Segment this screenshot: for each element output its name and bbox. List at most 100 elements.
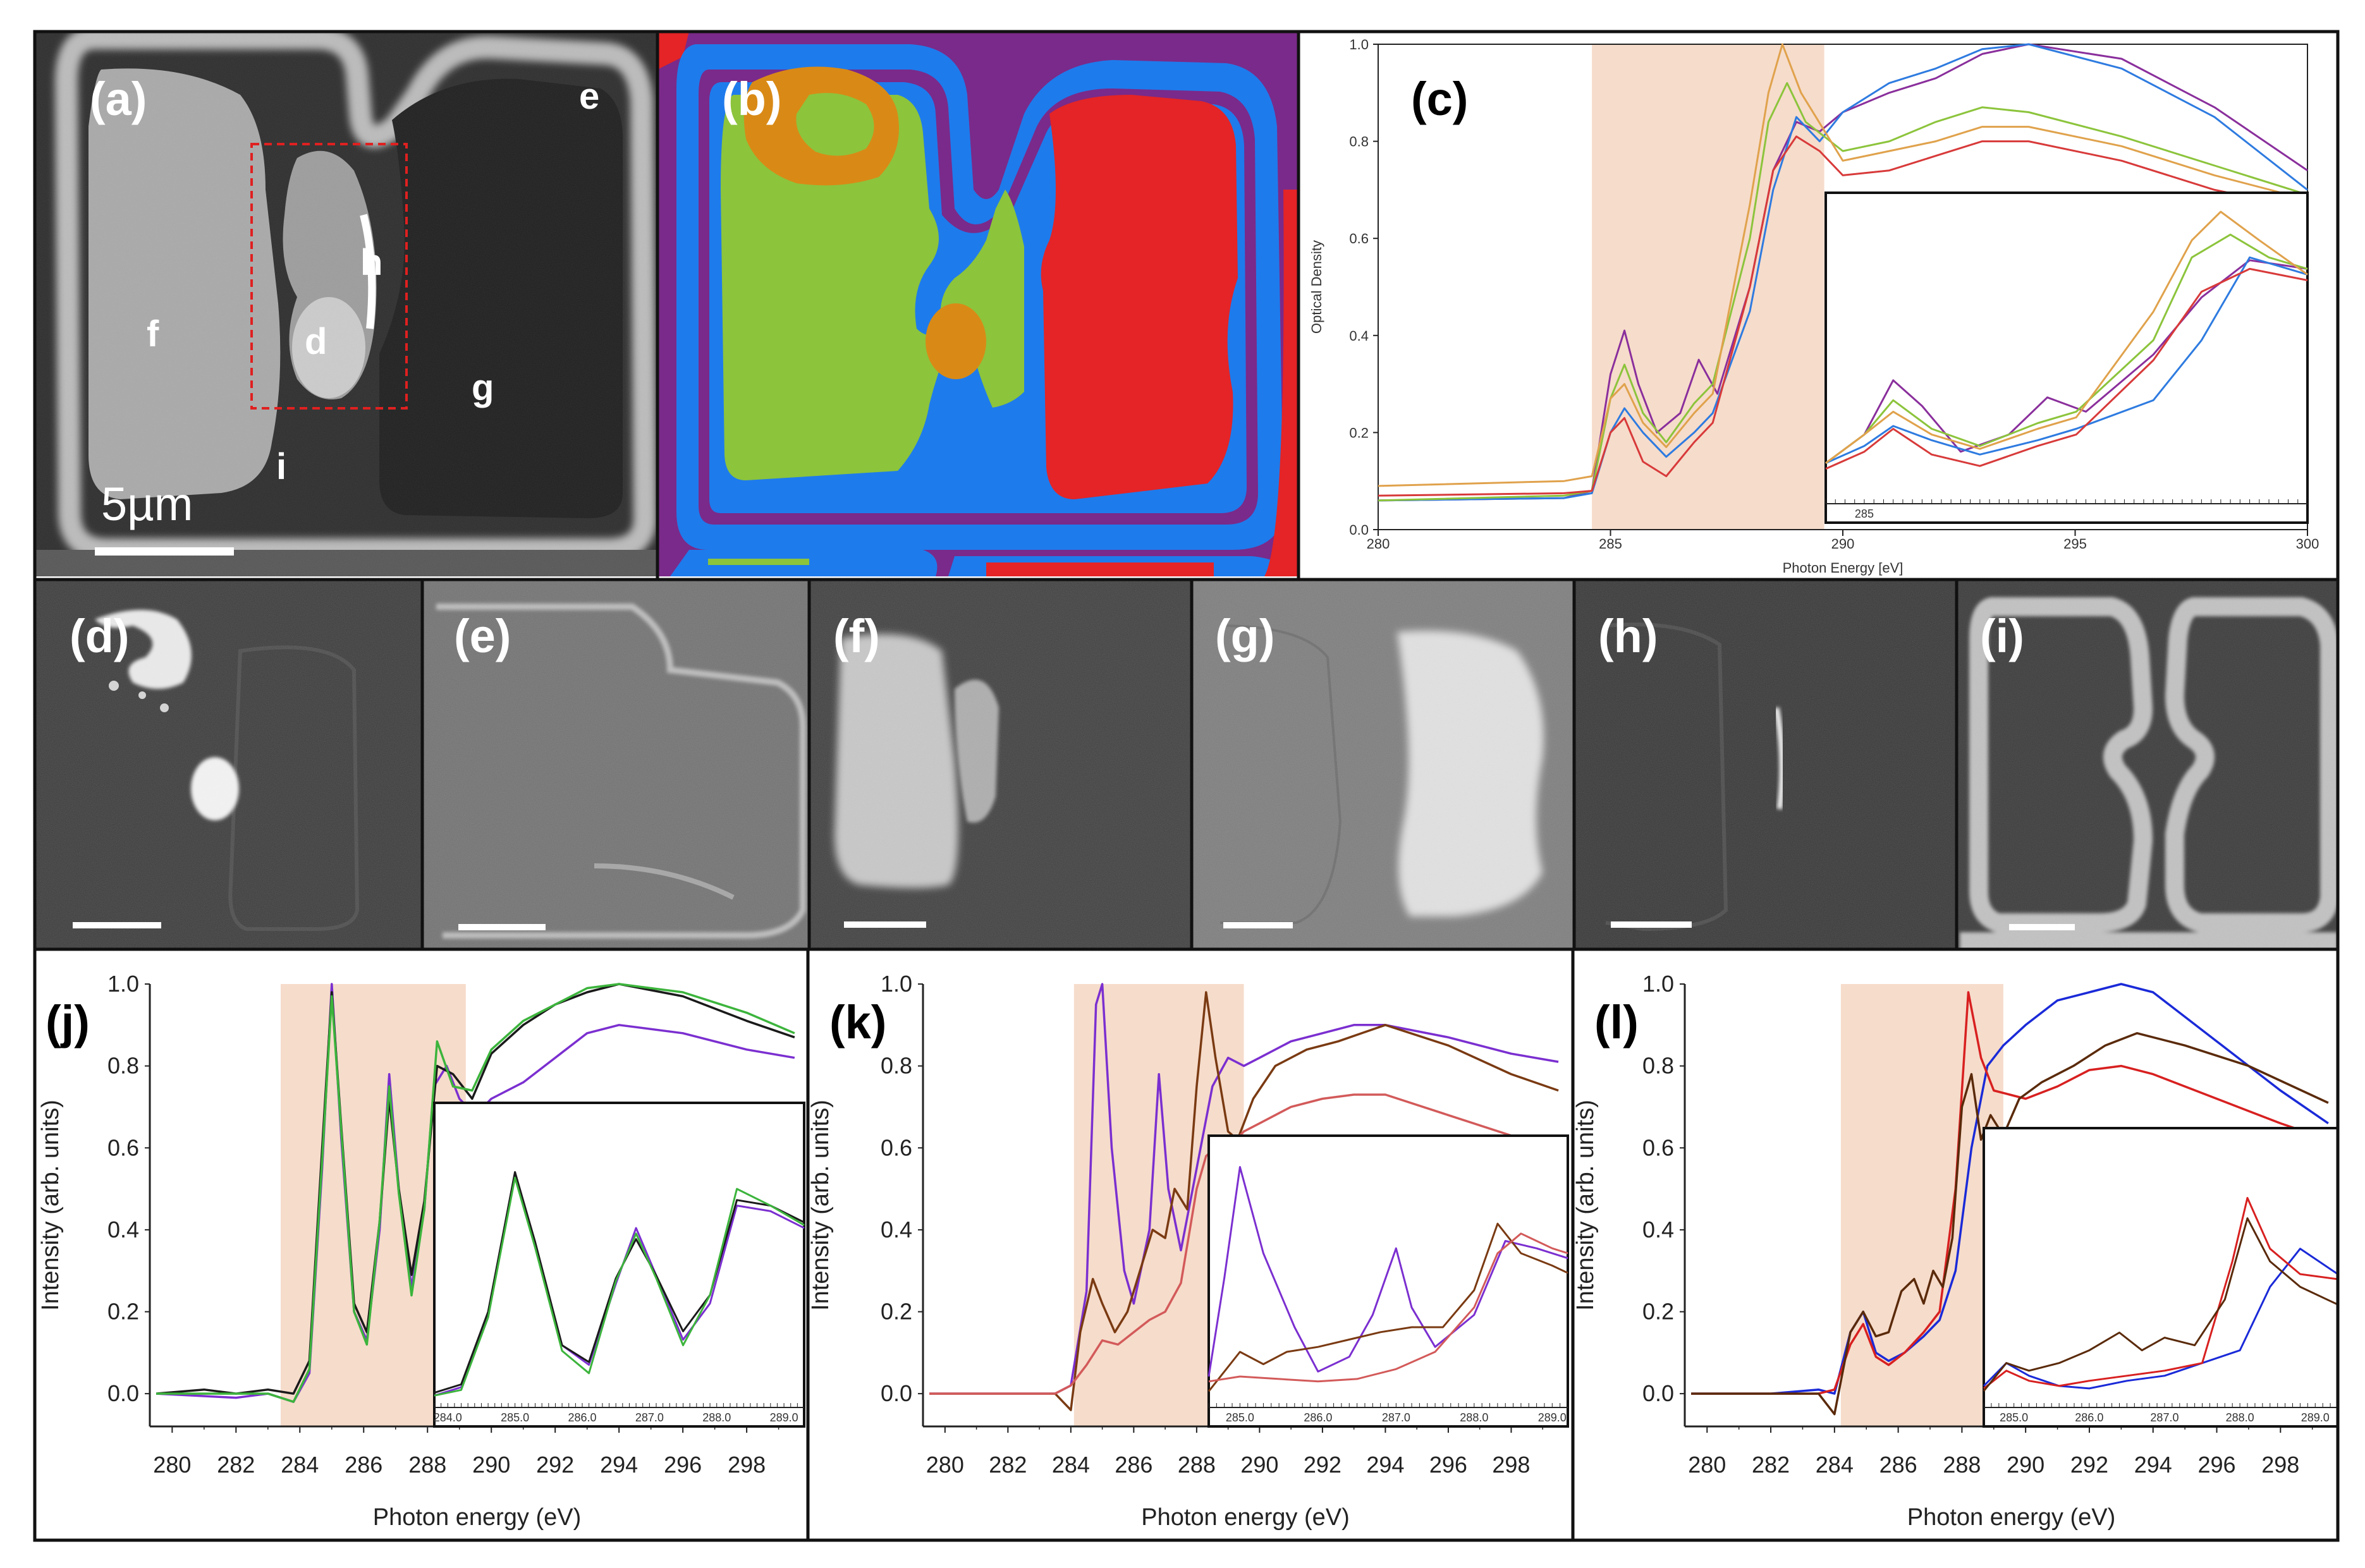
region-label-e: e (579, 76, 599, 117)
inset-series-line-orange (1825, 210, 2308, 465)
panel-label-l: (l) (1594, 996, 1639, 1048)
inset-frame (433, 1102, 805, 1428)
series-line-red (1691, 991, 2329, 1395)
inset-x-tick-label: 286.0 (1304, 1411, 1332, 1424)
y-tick-label: 0.0 (1642, 1380, 1674, 1406)
x-tick-label: 296 (2197, 1452, 2235, 1478)
inset-x-tick-label: 288.0 (702, 1411, 731, 1424)
inset-x-tick-label: 289.0 (770, 1411, 798, 1424)
x-tick-label: 288 (408, 1452, 446, 1478)
inset-series-line-black (434, 1171, 805, 1394)
inset-series-line-red (1208, 1232, 1568, 1383)
panel-h-image (1574, 580, 1957, 949)
x-tick-label: 280 (1367, 536, 1390, 552)
y-tick-label: 0.2 (107, 1299, 139, 1325)
y-tick-label: 0.2 (1349, 425, 1369, 441)
x-tick-label: 284 (1052, 1452, 1090, 1478)
x-tick-label: 290 (472, 1452, 510, 1478)
inset-frame (1824, 191, 2309, 524)
y-tick-label: 1.0 (107, 971, 139, 997)
series-line-blue (1691, 983, 2329, 1395)
y-tick-label: 0.4 (107, 1217, 139, 1243)
panel-label-f: (f) (833, 610, 880, 662)
x-tick-label: 280 (926, 1452, 964, 1478)
inset-x-tick-label: 285 (1855, 507, 1874, 520)
y-tick-label: 0.8 (1642, 1053, 1674, 1079)
panel-b-map (657, 32, 1299, 576)
y-axis-label: Intensity (arb. units) (1572, 1100, 1599, 1311)
region-label-h: h (360, 242, 382, 283)
y-tick-label: 0.6 (881, 1134, 912, 1160)
x-tick-label: 286 (1115, 1452, 1152, 1478)
x-tick-label: 282 (989, 1452, 1027, 1478)
inset-x-tick-label: 285.0 (501, 1411, 529, 1424)
region-label-i: i (276, 446, 286, 487)
inset-series-line-brown (1983, 1217, 2338, 1392)
y-tick-label: 0.2 (881, 1299, 912, 1325)
series-line-red (929, 1093, 1559, 1395)
y-tick-label: 0.4 (1642, 1217, 1674, 1243)
inset-series-line-green (1825, 233, 2308, 465)
panel-f-image (809, 580, 1192, 949)
scale-bar-f (844, 921, 926, 928)
scale-bar-i (2009, 924, 2075, 930)
x-tick-label: 294 (600, 1452, 638, 1478)
x-axis-label: Photon energy (eV) (1141, 1504, 1350, 1531)
x-tick-label: 284 (1816, 1452, 1854, 1478)
x-tick-label: 295 (2063, 536, 2087, 552)
y-tick-label: 0.4 (881, 1217, 912, 1243)
inset-frame (1207, 1134, 1569, 1428)
x-axis-label: Photon energy (eV) (373, 1504, 582, 1531)
y-tick-label: 1.0 (1642, 971, 1674, 997)
highlight-band (1840, 984, 2003, 1426)
y-tick-label: 0.8 (881, 1053, 912, 1079)
series-line-green (1378, 82, 2308, 502)
inset-x-tick-label: 286.0 (568, 1411, 596, 1424)
x-tick-label: 280 (1688, 1452, 1726, 1478)
y-axis-label: Optical Density (1309, 240, 1324, 334)
y-tick-label: 1.0 (881, 971, 912, 997)
x-axis-label: Photon energy (eV) (1907, 1504, 2116, 1531)
x-tick-label: 296 (664, 1452, 702, 1478)
x-tick-label: 286 (345, 1452, 382, 1478)
inset-x-tick-label: 285.0 (2000, 1411, 2028, 1424)
inset-series-line-red (1825, 267, 2308, 470)
x-tick-label: 298 (2261, 1452, 2299, 1478)
series-line-blue (1378, 43, 2308, 502)
y-tick-label: 0.0 (1349, 522, 1369, 538)
y-tick-label: 0.6 (1349, 231, 1369, 246)
scale-bar-e (458, 924, 546, 930)
y-tick-label: 0.8 (1349, 134, 1369, 150)
inset-x-tick-label: 288.0 (1460, 1411, 1488, 1424)
x-tick-label: 286 (1879, 1452, 1917, 1478)
series-line-red (1378, 135, 2308, 497)
region-label-g: g (472, 367, 494, 408)
scale-bar-d (73, 922, 161, 928)
x-tick-label: 285 (1599, 536, 1622, 552)
region-box (250, 143, 408, 410)
inset-x-tick-label: 284.0 (434, 1411, 462, 1424)
panel-label-b: (b) (722, 73, 782, 125)
inset-x-tick-label: 289.0 (1538, 1411, 1567, 1424)
series-line-orange (1378, 43, 2308, 487)
panel-label-d: (d) (70, 610, 130, 662)
y-tick-label: 0.0 (881, 1380, 912, 1406)
panel-label-i: (i) (1980, 610, 2024, 662)
region-label-f: f (147, 313, 159, 355)
y-axis-label: Intensity (arb. units) (37, 1100, 64, 1311)
region-label-d: d (305, 321, 327, 362)
chart-c: 0.0 0.2 0.4 0.6 0.8 1.0 280 285 290 295 300 Photon … (1309, 37, 2319, 576)
scale-bar-label: 5µm (101, 478, 193, 530)
x-tick-label: 296 (1429, 1452, 1467, 1478)
x-tick-label: 298 (1492, 1452, 1530, 1478)
y-tick-label: 0.0 (107, 1380, 139, 1406)
x-tick-label: 280 (153, 1452, 191, 1478)
panel-label-h: (h) (1598, 610, 1658, 662)
inset-series-line-blue (1983, 1248, 2338, 1390)
inset-x-tick-label: 289.0 (2301, 1411, 2330, 1424)
y-tick-label: 0.2 (1642, 1299, 1674, 1325)
series-line-brown (929, 991, 1559, 1411)
inset-series-line-purple (1825, 259, 2308, 465)
y-tick-label: 0.4 (1349, 328, 1369, 344)
